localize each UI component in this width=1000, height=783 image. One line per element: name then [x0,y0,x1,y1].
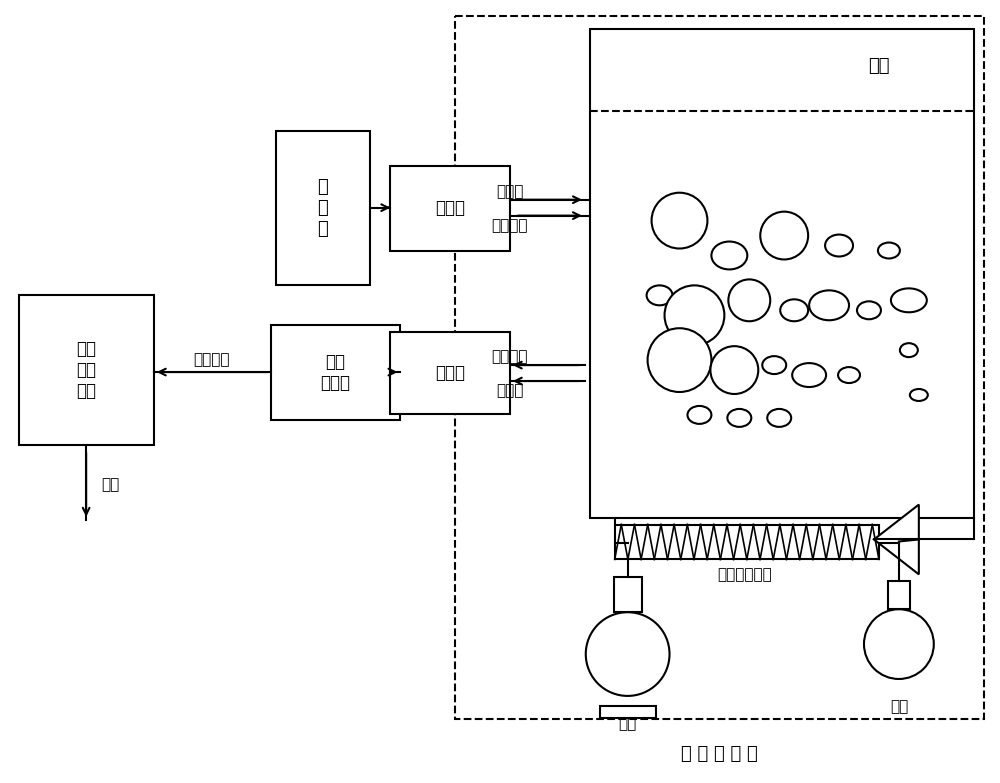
Ellipse shape [648,328,711,392]
Text: 尾 迹 模 拟 器: 尾 迹 模 拟 器 [681,745,758,763]
Text: 气泵: 气泵 [619,716,637,731]
Text: 线偏振: 线偏振 [496,184,524,199]
Ellipse shape [665,285,724,345]
Text: 检偏器: 检偏器 [435,364,465,382]
Circle shape [864,609,934,679]
Ellipse shape [780,299,808,321]
Text: 电压信号: 电压信号 [194,352,230,367]
Ellipse shape [762,356,786,374]
Text: 激
光
器: 激 光 器 [318,179,328,238]
Ellipse shape [727,409,751,427]
Bar [19,295,154,445]
Bar [615,525,879,559]
Text: 信号
处理
装置: 信号 处理 装置 [77,341,97,400]
Ellipse shape [900,343,918,357]
Ellipse shape [760,211,808,259]
Ellipse shape [891,288,927,312]
Ellipse shape [710,346,758,394]
Text: 输出: 输出 [101,477,119,493]
Polygon shape [874,504,919,575]
Ellipse shape [652,193,707,248]
Circle shape [586,612,670,696]
Bar [390,166,510,251]
Bar [590,29,974,518]
Text: 后向散射: 后向散射 [492,350,528,365]
Text: 起偏器: 起偏器 [435,199,465,217]
Text: 水槽: 水槽 [868,57,890,75]
Bar [888,581,910,609]
Bar [271,325,400,420]
Text: 光电
探测器: 光电 探测器 [320,353,350,392]
Ellipse shape [857,301,881,319]
Ellipse shape [728,280,770,321]
Bar [390,332,510,414]
Ellipse shape [711,241,747,269]
Ellipse shape [647,285,673,305]
Text: 微孔陶瓷阵列: 微孔陶瓷阵列 [717,567,772,582]
Text: 光信号: 光信号 [496,384,524,399]
Text: 激光脉冲: 激光脉冲 [492,218,528,233]
Bar [276,131,370,285]
Ellipse shape [910,389,928,401]
Ellipse shape [878,243,900,258]
Ellipse shape [767,409,791,427]
Ellipse shape [838,367,860,383]
Ellipse shape [825,235,853,257]
Bar [614,577,642,612]
Bar [455,16,984,719]
Ellipse shape [792,363,826,387]
Ellipse shape [687,406,711,424]
Bar [600,706,656,718]
Ellipse shape [809,290,849,320]
Text: 水泵: 水泵 [890,699,908,714]
